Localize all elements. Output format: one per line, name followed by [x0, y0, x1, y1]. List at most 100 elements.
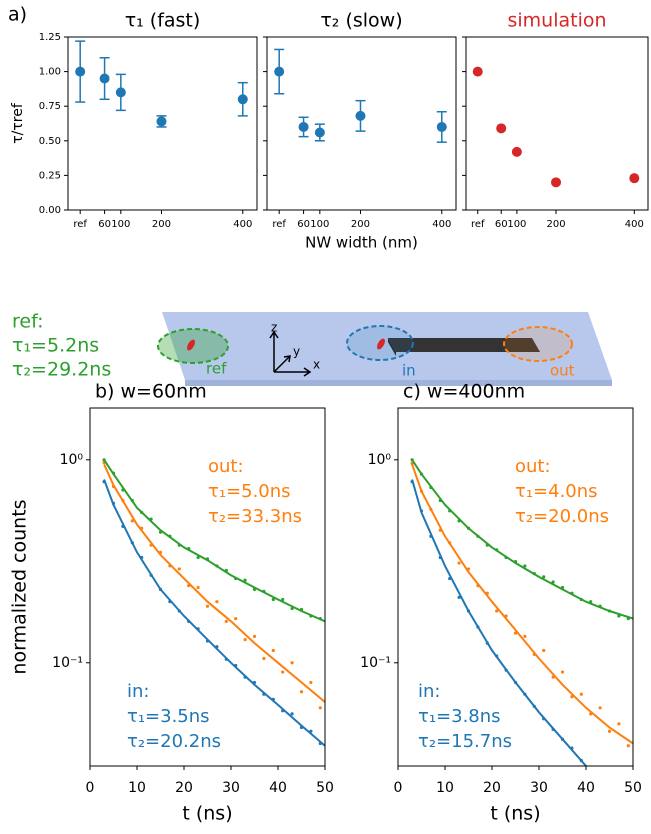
x-tick-label: 0: [394, 780, 403, 796]
point: [472, 66, 483, 77]
point: [607, 729, 612, 733]
y-tick-label: 0.75: [39, 101, 61, 112]
annotation: τ₁=3.5ns: [127, 706, 210, 727]
x-tick-label: 10: [128, 780, 146, 796]
point: [271, 648, 275, 653]
plot-area: [75, 40, 248, 128]
axes-frame: [397, 407, 634, 767]
axis-x: x: [313, 358, 320, 372]
point: [629, 173, 640, 184]
point: [177, 567, 181, 571]
point: [196, 555, 200, 560]
emitter: [377, 338, 385, 350]
point: [271, 597, 275, 602]
annotation: out:: [208, 456, 244, 477]
axes-frame: [266, 36, 457, 211]
x-tick-label: 60: [495, 219, 508, 230]
point: [560, 670, 565, 674]
ref-tau2: τ₂=29.2ns: [12, 359, 111, 381]
x-tick-label: ref: [272, 219, 286, 230]
point: [224, 619, 228, 623]
annotation: in:: [418, 681, 440, 702]
point: [130, 519, 134, 523]
spot-label: ref: [206, 360, 227, 378]
point: [252, 634, 257, 638]
x-tick-label: ref: [471, 219, 485, 230]
annotation: τ₁=5.0ns: [208, 481, 291, 502]
point: [299, 690, 304, 694]
x-tick-label: 50: [316, 780, 334, 796]
point: [281, 597, 285, 602]
plot-area: [472, 66, 640, 188]
plot-area: [410, 458, 633, 766]
point: [215, 600, 219, 604]
x-tick-label: 400: [233, 219, 252, 230]
point: [243, 638, 247, 642]
point: [355, 110, 366, 121]
ref-tau1: τ₁=5.2ns: [12, 335, 99, 357]
y-tick-label: 10⁰: [60, 452, 84, 468]
point: [75, 66, 86, 77]
point: [314, 127, 325, 138]
x-tick-label: 20: [175, 780, 193, 796]
x-tick-label: 200: [546, 219, 565, 230]
point: [281, 670, 285, 674]
x-tick-label: ref: [73, 219, 87, 230]
y-tick-label: 0.00: [39, 205, 61, 216]
axes-frame: [89, 407, 326, 767]
axis-z: z: [271, 321, 277, 335]
axes-frame: [465, 36, 649, 211]
point: [237, 94, 248, 105]
chart-title: simulation: [507, 10, 606, 32]
annotation: in:: [127, 681, 149, 702]
x-tick-label: 100: [111, 219, 130, 230]
fit-line: [411, 479, 587, 766]
point: [542, 575, 546, 579]
plot-area: [102, 458, 325, 747]
point: [196, 585, 200, 590]
x-axis-label: t (ns): [490, 803, 540, 825]
chart-title: τ₁ (fast): [125, 10, 201, 32]
point: [290, 712, 294, 716]
y-tick-label: 10⁻¹: [52, 655, 83, 671]
nanowire-diagram: z y x ref in out ref: τ₁=5.2ns τ₂=29.2ns: [12, 311, 612, 386]
point: [523, 564, 527, 568]
nanowire-end: [388, 338, 396, 356]
x-tick-label: 60: [297, 219, 310, 230]
fit-line: [411, 463, 633, 745]
annotation: out:: [515, 456, 551, 477]
x-tick-label: 200: [351, 219, 370, 230]
y-tick-label: 1.25: [39, 32, 61, 43]
chart-title: b) w=60nm: [95, 381, 207, 403]
annotation: τ₂=20.0ns: [515, 506, 609, 527]
point: [551, 580, 555, 584]
x-tick-label: 20: [483, 780, 501, 796]
point: [523, 634, 527, 638]
point: [318, 706, 322, 710]
x-tick-label: 30: [530, 780, 548, 796]
point: [234, 617, 238, 621]
x-tick-label: 40: [269, 780, 287, 796]
out-spot: [503, 326, 573, 362]
y-axis-label: normalized counts: [9, 499, 31, 674]
x-tick-label: 400: [625, 219, 644, 230]
annotation: τ₁=4.0ns: [515, 481, 598, 502]
spot-label: out: [550, 362, 575, 380]
x-tick-label: 40: [577, 780, 595, 796]
y-tick-label: 1.00: [39, 67, 61, 78]
chart-title: c) w=400nm: [403, 381, 525, 403]
point: [205, 604, 210, 608]
x-tick-label: 100: [310, 219, 329, 230]
fit-line: [103, 479, 325, 747]
point: [457, 561, 461, 565]
nanowire: [388, 338, 540, 352]
x-tick-label: 400: [432, 219, 451, 230]
y-axis-label: τ/τref: [10, 102, 26, 144]
point: [309, 680, 313, 685]
emitter: [187, 339, 195, 351]
point: [156, 116, 167, 127]
y-tick-label: 0.50: [39, 136, 61, 147]
x-tick-label: 200: [152, 219, 171, 230]
fit-line: [411, 459, 633, 620]
axis-y: y: [293, 345, 300, 359]
